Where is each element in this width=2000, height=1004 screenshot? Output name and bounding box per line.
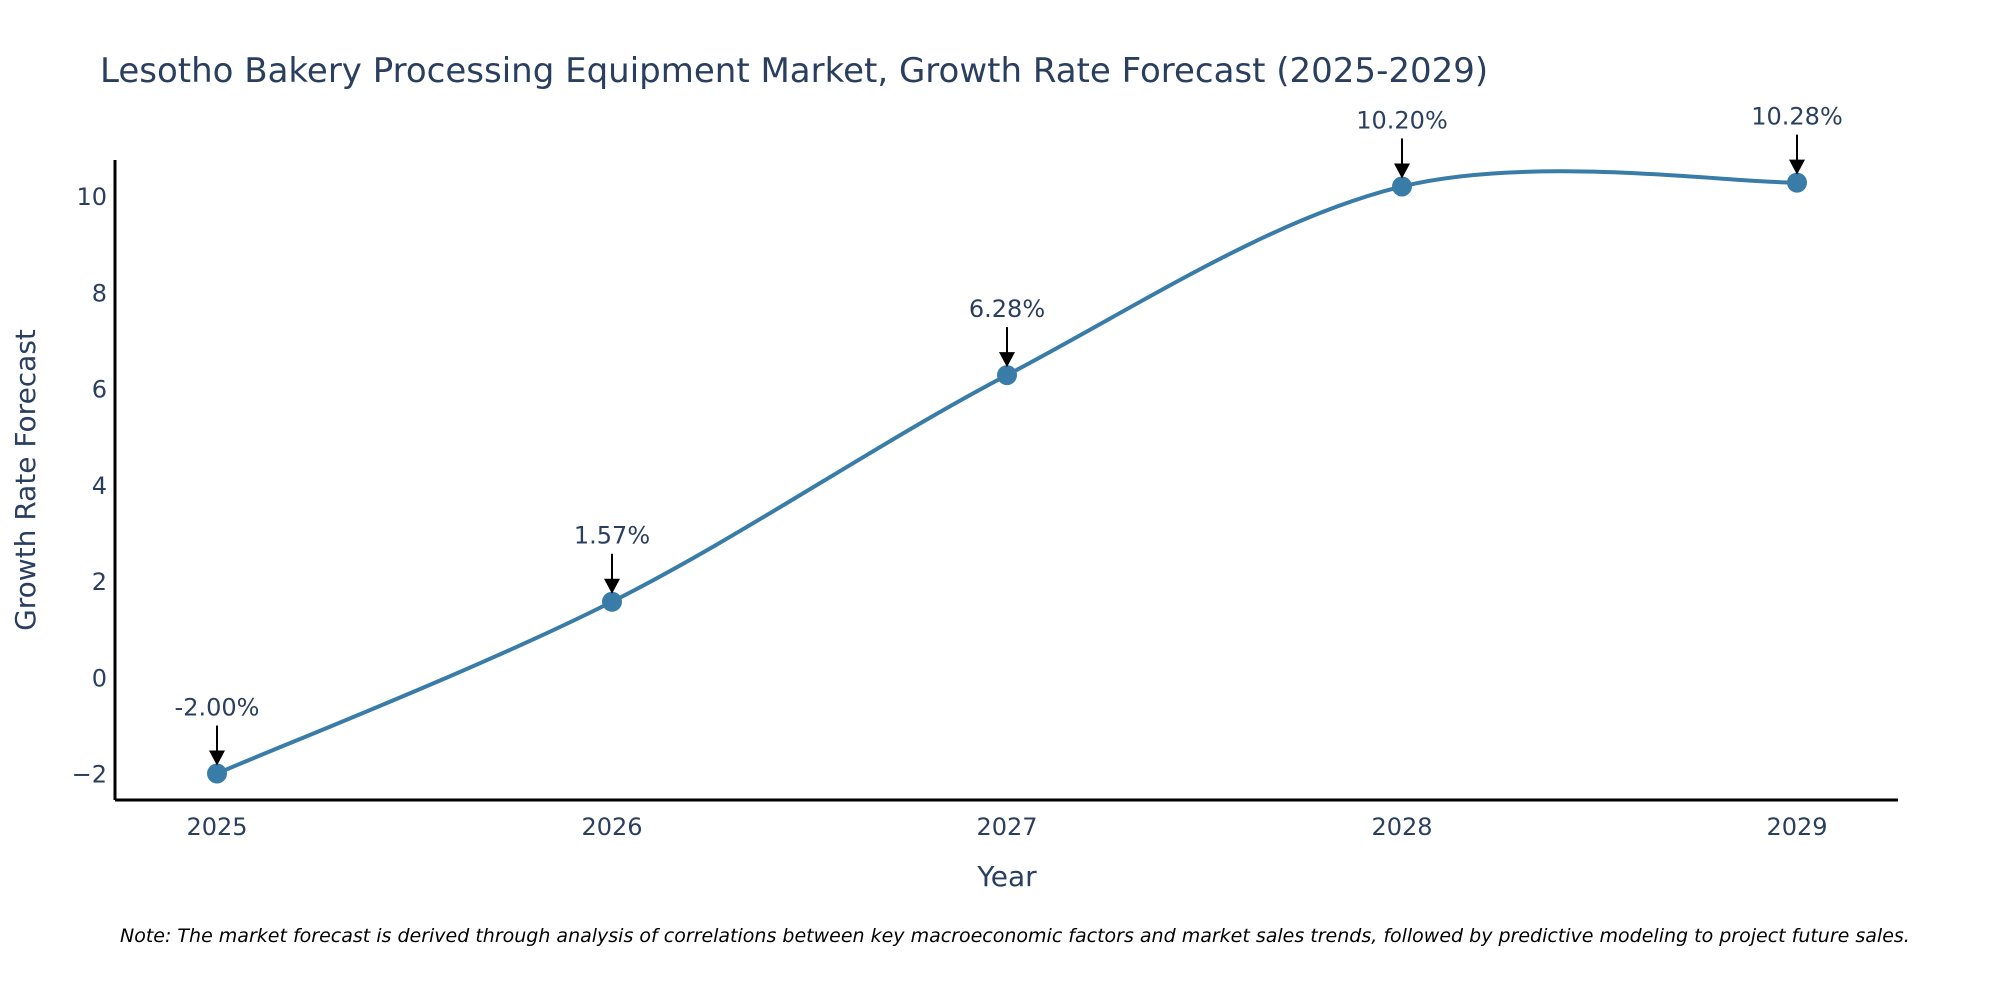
data-label: 1.57% xyxy=(574,522,650,550)
y-axis-title: Growth Rate Forecast xyxy=(9,329,42,631)
data-label: 10.28% xyxy=(1751,103,1843,131)
x-axis-title: Year xyxy=(976,860,1037,893)
chart-title: Lesotho Bakery Processing Equipment Mark… xyxy=(100,51,1488,91)
y-tick-label: −2 xyxy=(72,761,107,789)
y-tick-label: 0 xyxy=(92,664,107,692)
data-point xyxy=(207,763,227,784)
annotation-arrow-head xyxy=(604,578,620,594)
x-tick-label: 2026 xyxy=(581,813,642,841)
x-tick-label: 2028 xyxy=(1371,813,1432,841)
x-tick-label: 2029 xyxy=(1766,813,1827,841)
y-tick-label: 4 xyxy=(92,472,107,500)
data-markers xyxy=(207,172,1807,784)
y-tick-labels: −2 0 2 4 6 8 10 xyxy=(72,183,107,788)
data-label: 10.20% xyxy=(1356,106,1448,134)
annotation-arrow-head xyxy=(209,750,225,766)
data-point xyxy=(997,365,1017,386)
series-line xyxy=(216,169,1798,776)
data-annotations: -2.00% 1.57% 6.28% 10.20% 10.28% xyxy=(175,103,1843,766)
annotation-arrow-head xyxy=(1394,163,1410,179)
x-tick-label: 2027 xyxy=(976,813,1037,841)
data-point xyxy=(1392,176,1412,197)
y-tick-label: 10 xyxy=(76,183,107,211)
data-label: 6.28% xyxy=(969,295,1045,323)
y-tick-label: 8 xyxy=(92,279,107,307)
annotation-arrow-head xyxy=(1789,159,1805,175)
x-tick-label: 2025 xyxy=(186,813,247,841)
data-point xyxy=(1787,172,1807,193)
y-tick-label: 6 xyxy=(92,376,107,404)
x-tick-labels: 2025 2026 2027 2028 2029 xyxy=(186,813,1827,841)
data-label: -2.00% xyxy=(175,694,260,722)
footnote: Note: The market forecast is derived thr… xyxy=(120,925,1910,947)
annotation-arrow-head xyxy=(999,352,1015,368)
data-point xyxy=(602,591,622,612)
y-tick-label: 2 xyxy=(92,568,107,596)
